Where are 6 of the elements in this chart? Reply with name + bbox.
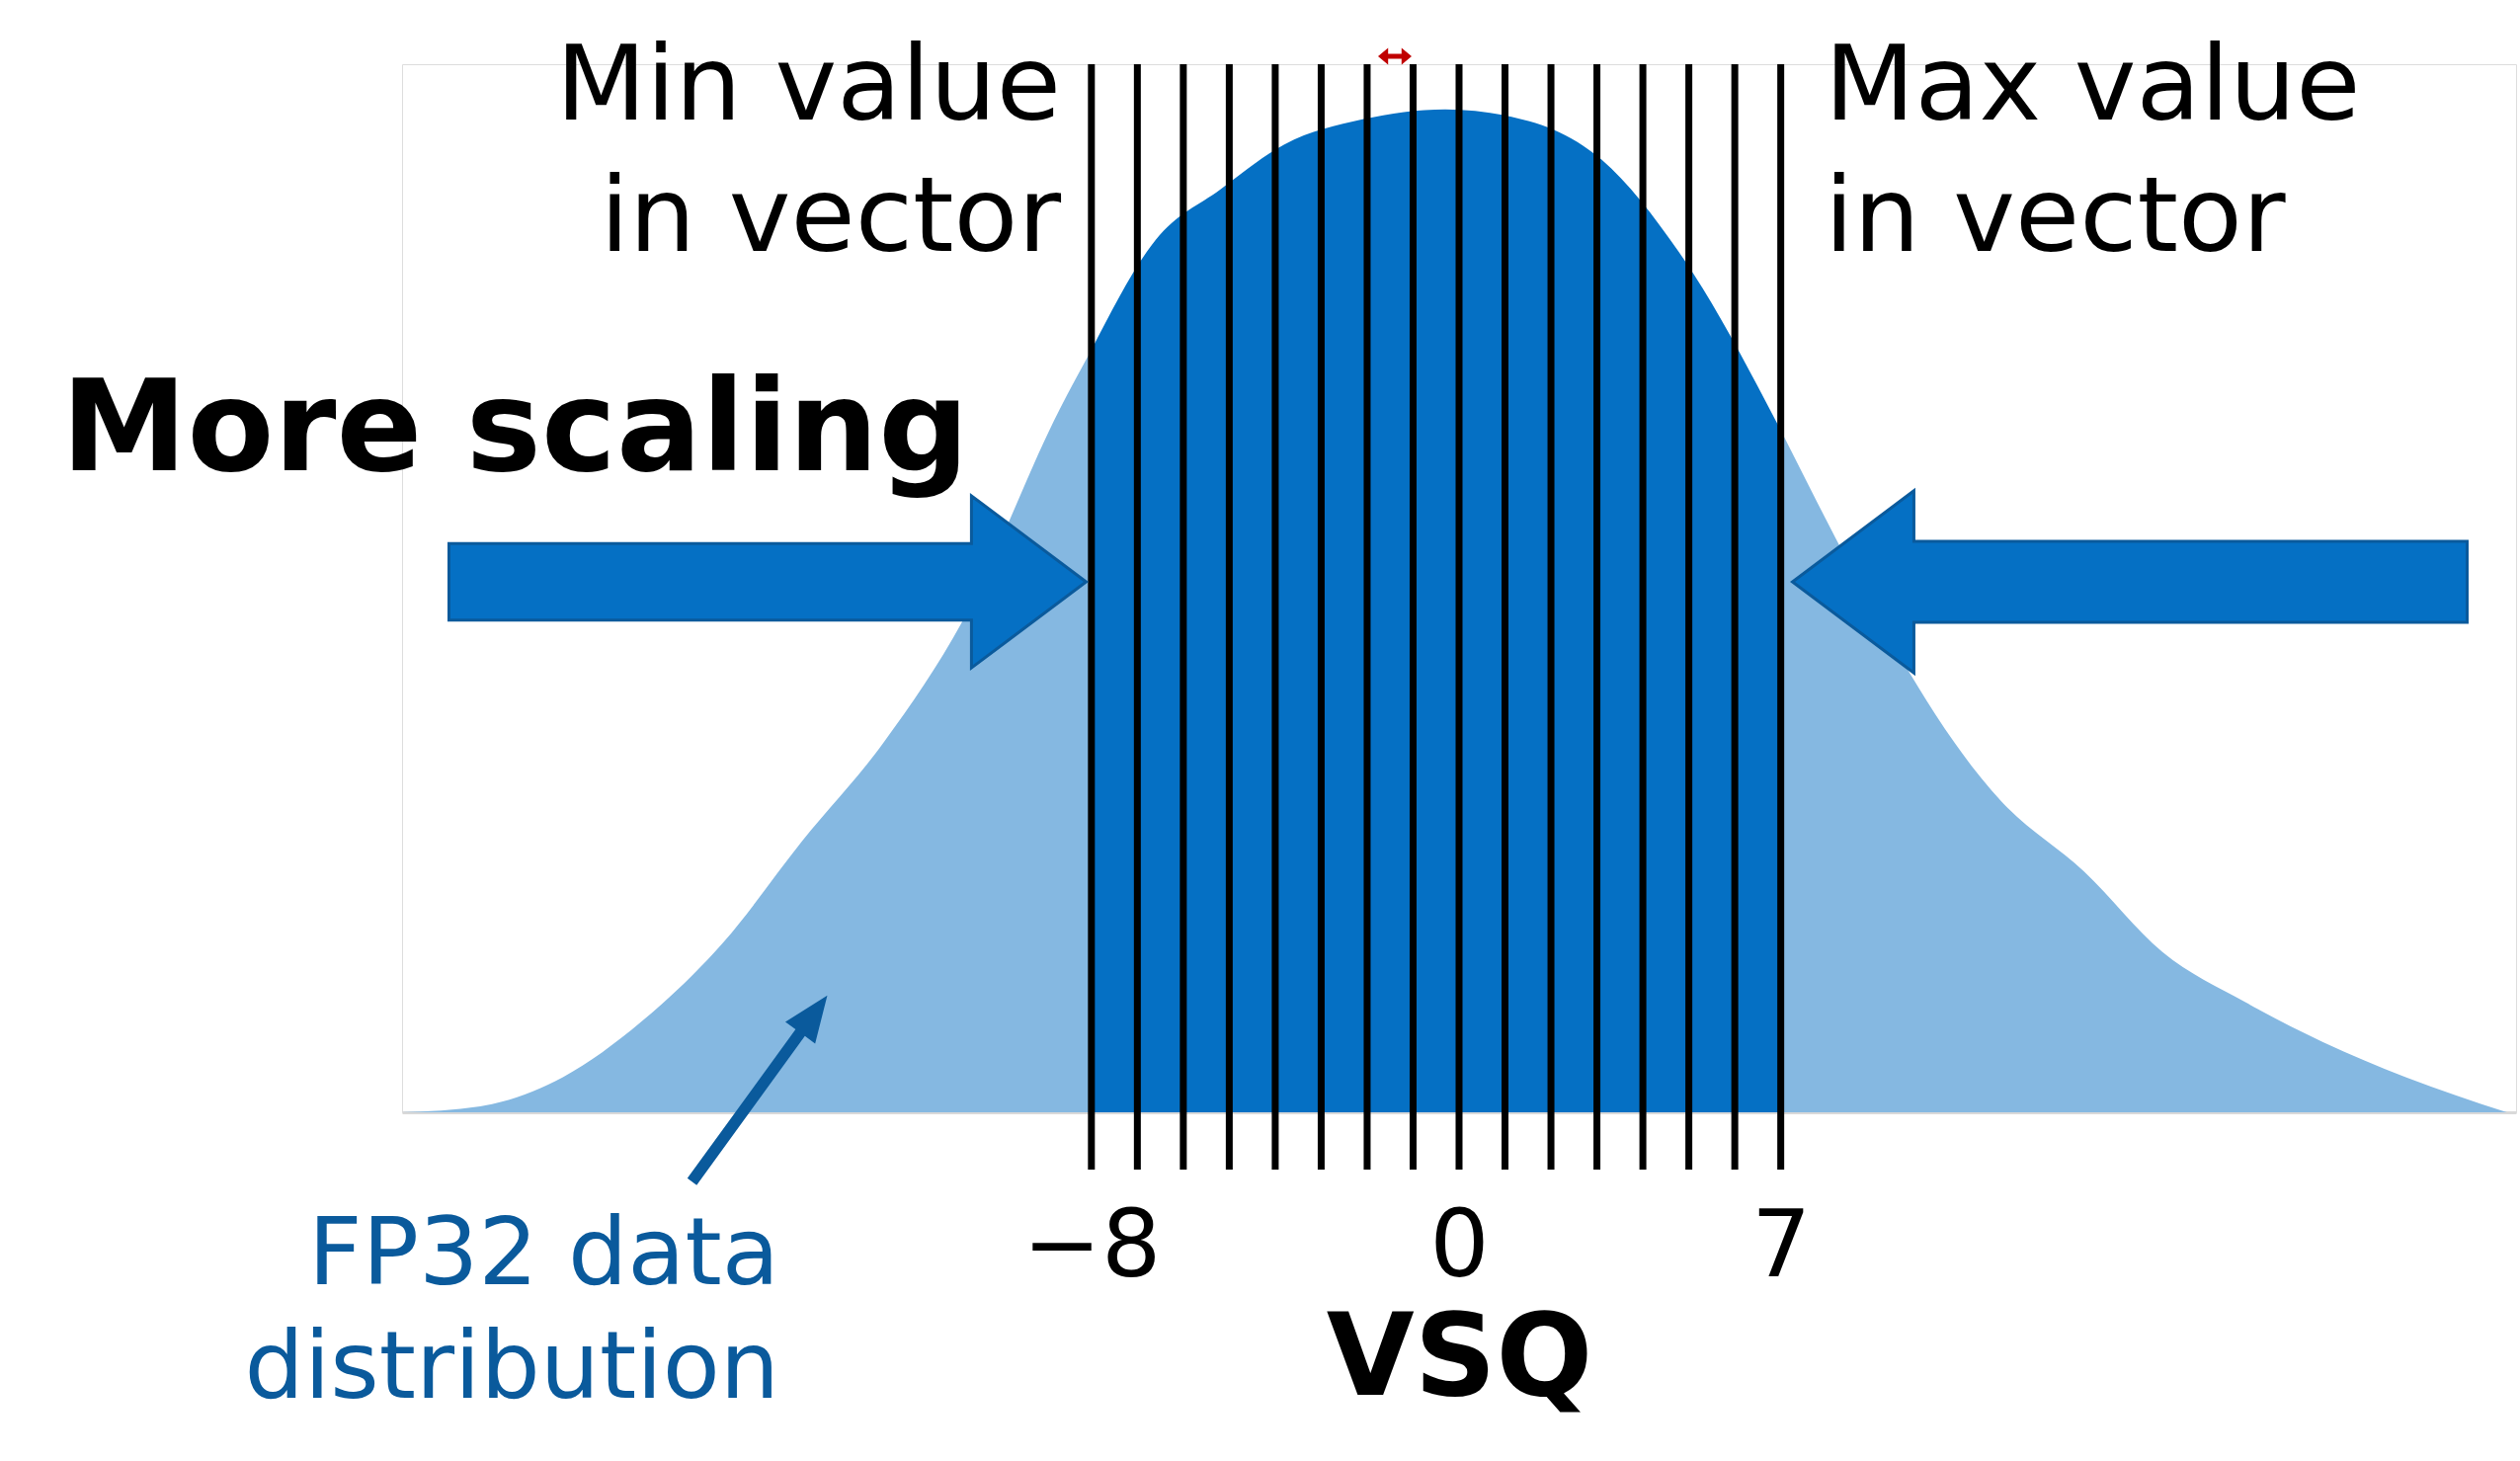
x-tick-label: −8: [1022, 1188, 1162, 1298]
x-tick-label: 7: [1750, 1188, 1812, 1298]
annotation: Min value in vector: [555, 23, 1062, 276]
annotation: More scaling: [61, 353, 969, 500]
annotation: Max value in vector: [1825, 23, 2361, 276]
text: FP32 data distribution: [244, 1197, 779, 1420]
